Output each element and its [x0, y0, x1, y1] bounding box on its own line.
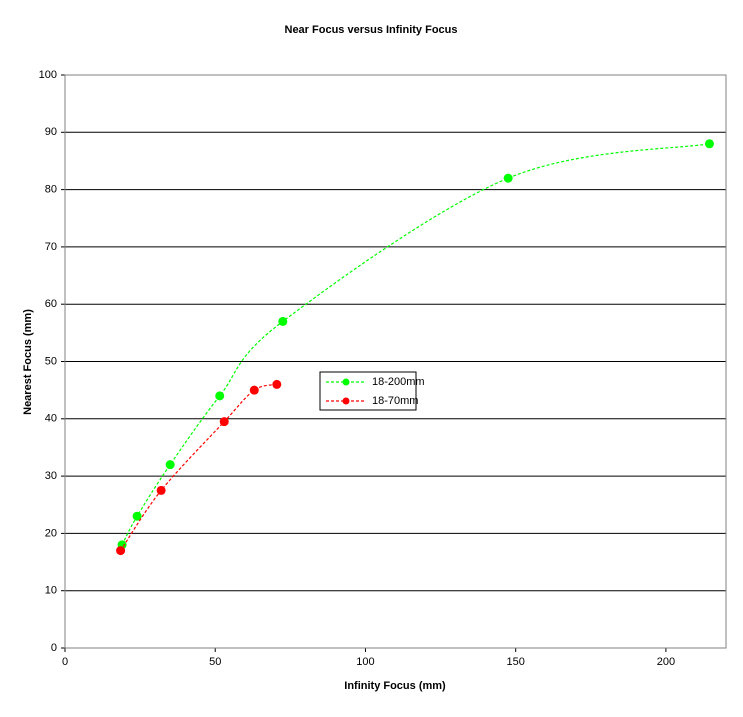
- y-tick-label: 20: [45, 527, 57, 539]
- data-point: [278, 316, 288, 326]
- y-tick-label: 30: [45, 470, 57, 482]
- data-point: [156, 485, 166, 495]
- data-point: [249, 385, 259, 395]
- data-point: [116, 546, 126, 556]
- legend-marker: [342, 378, 350, 386]
- data-point: [219, 417, 229, 427]
- legend-marker: [342, 397, 350, 405]
- x-tick-label: 200: [657, 656, 675, 668]
- data-point: [165, 460, 175, 470]
- y-tick-label: 0: [51, 642, 57, 654]
- y-tick-label: 100: [39, 69, 57, 81]
- y-tick-label: 70: [45, 241, 57, 253]
- legend-box: [319, 371, 417, 411]
- x-tick-label: 150: [507, 656, 525, 668]
- y-axis-label: Nearest Focus (mm): [22, 309, 34, 415]
- y-tick-label: 40: [45, 413, 57, 425]
- x-tick-label: 50: [209, 656, 221, 668]
- data-point: [132, 511, 142, 521]
- legend-label: 18-200mm: [372, 376, 425, 388]
- y-tick-label: 60: [45, 298, 57, 310]
- y-tick-label: 10: [45, 585, 57, 597]
- data-point: [215, 391, 225, 401]
- data-point: [704, 139, 714, 149]
- x-tick-label: 100: [356, 656, 374, 668]
- x-axis-label: Infinity Focus (mm): [344, 680, 446, 692]
- y-tick-label: 50: [45, 355, 57, 367]
- plot-border: [64, 74, 727, 649]
- y-tick-label: 90: [45, 126, 57, 138]
- data-point: [503, 173, 513, 183]
- y-tick-label: 80: [45, 184, 57, 196]
- data-point: [272, 379, 282, 389]
- legend-label: 18-70mm: [372, 395, 418, 407]
- chart-title: Near Focus versus Infinity Focus: [285, 24, 458, 36]
- x-tick-label: 0: [62, 656, 68, 668]
